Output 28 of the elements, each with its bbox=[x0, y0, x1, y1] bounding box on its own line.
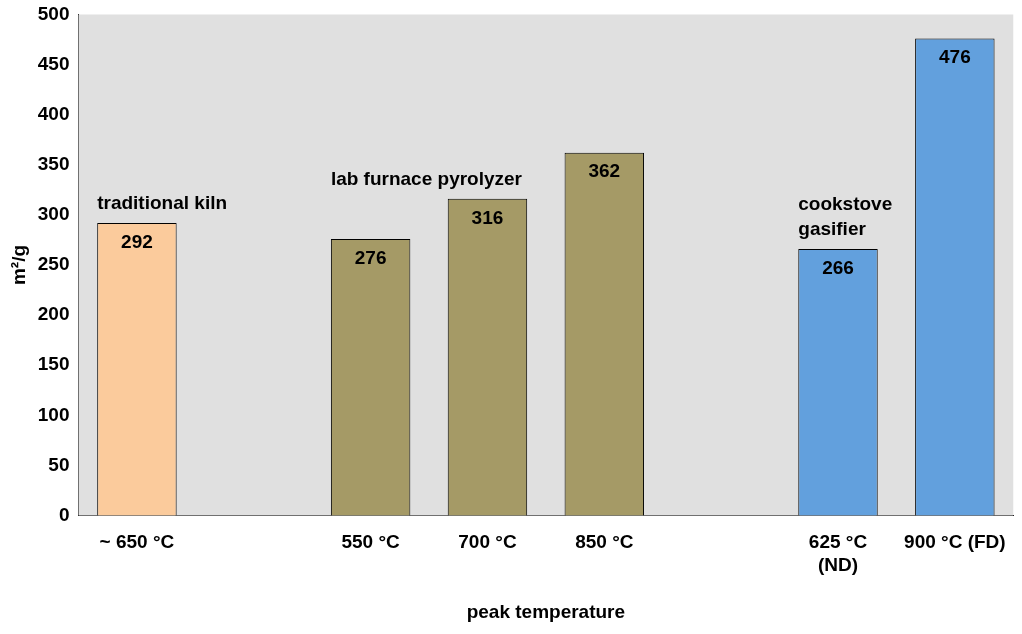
y-tick-label: 500 bbox=[37, 2, 70, 24]
y-tick-label: 400 bbox=[37, 102, 70, 124]
x-tick-label: ~ 650 °C bbox=[99, 531, 175, 553]
x-tick-label: 850 °C bbox=[575, 531, 634, 553]
data-label: 266 bbox=[822, 256, 854, 278]
y-tick-label: 100 bbox=[37, 403, 70, 425]
data-label: 316 bbox=[471, 206, 504, 228]
x-tick-label: 700 °C bbox=[458, 531, 517, 553]
y-tick-label: 50 bbox=[48, 453, 70, 475]
y-tick-label: 250 bbox=[37, 253, 70, 275]
y-axis-title: m²/g bbox=[7, 244, 29, 286]
y-tick-label: 150 bbox=[37, 353, 70, 375]
data-label: 292 bbox=[121, 230, 153, 252]
x-tick-label: 900 °C (FD) bbox=[904, 531, 1006, 553]
data-label: 476 bbox=[938, 46, 971, 68]
annotation: cookstove gasifier bbox=[798, 192, 893, 239]
y-tick-label: 0 bbox=[58, 503, 70, 525]
x-axis-title: peak temperature bbox=[466, 600, 626, 622]
x-tick-label: 550 °C bbox=[341, 531, 401, 553]
y-tick-label: 200 bbox=[37, 303, 70, 325]
data-label: 276 bbox=[354, 246, 387, 268]
y-tick-label: 450 bbox=[37, 52, 70, 74]
annotation: lab furnace pyrolyzer bbox=[330, 167, 523, 189]
y-tick-label: 350 bbox=[37, 152, 70, 174]
x-tick-label: 625 °C (ND) bbox=[808, 531, 868, 576]
y-tick-label: 300 bbox=[37, 203, 70, 225]
annotation: traditional kiln bbox=[97, 191, 228, 213]
data-label: 362 bbox=[588, 160, 621, 182]
